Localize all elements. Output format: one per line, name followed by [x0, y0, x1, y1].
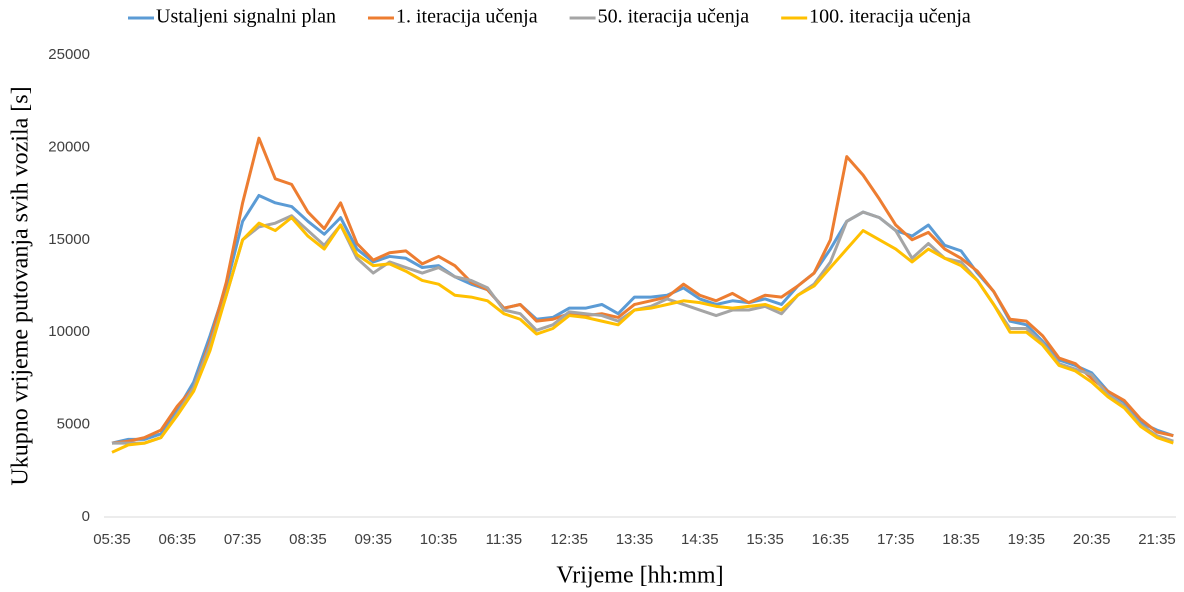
- legend-label: 100. iteracija učenja: [809, 6, 971, 28]
- y-tick-label: 15000: [48, 231, 90, 248]
- y-tick-label: 5000: [57, 416, 90, 433]
- x-tick-label: 21:35: [1138, 531, 1176, 548]
- line-series: [111, 136, 1174, 445]
- x-tick-label: 06:35: [159, 531, 197, 548]
- x-tick-label: 14:35: [681, 531, 719, 548]
- y-axis-title: Ukupno vrijeme putovanja svih vozila [s]: [8, 86, 34, 485]
- y-tick-label: 20000: [48, 138, 90, 155]
- y-tick-label: 0: [82, 508, 90, 525]
- legend-label: 1. iteracija učenja: [396, 6, 538, 28]
- x-tick-label: 20:35: [1073, 531, 1111, 548]
- x-tick-label: 12:35: [550, 531, 588, 548]
- x-tick-label: 17:35: [877, 531, 915, 548]
- x-tick-label: 13:35: [616, 531, 654, 548]
- x-axis-title: Vrijeme [hh:mm]: [556, 563, 723, 589]
- legend-label: Ustaljeni signalni plan: [156, 6, 336, 28]
- x-tick-label: 08:35: [289, 531, 327, 548]
- x-tick-label: 19:35: [1008, 531, 1046, 548]
- x-tick-label: 11:35: [486, 531, 522, 548]
- x-tick-label: 07:35: [224, 531, 262, 548]
- x-tick-label: 10:35: [420, 531, 458, 548]
- x-tick-label: 09:35: [354, 531, 392, 548]
- legend-label: 50. iteracija učenja: [598, 6, 750, 28]
- x-tick-label: 18:35: [942, 531, 980, 548]
- x-tick-label: 05:35: [93, 531, 131, 548]
- y-tick-label: 10000: [48, 323, 90, 340]
- y-tick-label: 25000: [48, 46, 90, 63]
- line-series: [112, 210, 1174, 445]
- line-series: [111, 216, 1174, 454]
- x-tick-label: 16:35: [812, 531, 850, 548]
- x-tick-label: 15:35: [746, 531, 784, 548]
